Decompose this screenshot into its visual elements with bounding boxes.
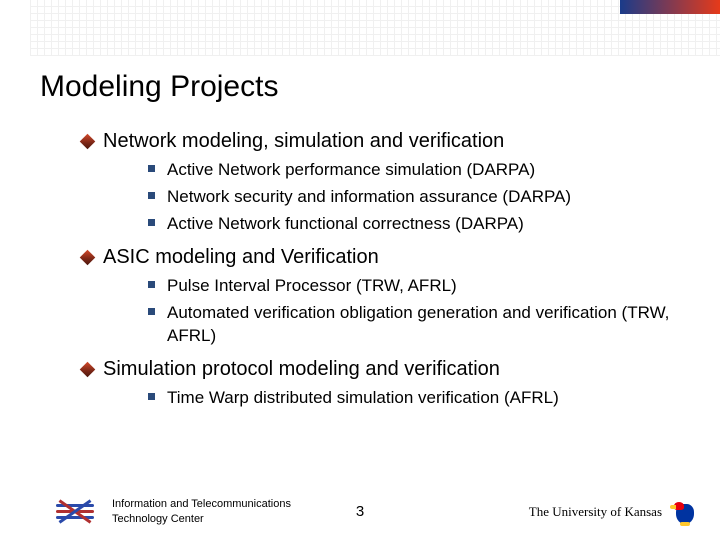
page-number: 3: [356, 503, 364, 520]
square-bullet-icon: [148, 281, 155, 288]
square-bullet-icon: [148, 219, 155, 226]
section-heading: Network modeling, simulation and verific…: [82, 130, 680, 153]
section-heading-text: Simulation protocol modeling and verific…: [103, 358, 500, 381]
list-item: Pulse Interval Processor (TRW, AFRL): [148, 275, 680, 298]
square-bullet-icon: [148, 192, 155, 199]
square-bullet-icon: [148, 393, 155, 400]
section-heading-text: ASIC modeling and Verification: [103, 246, 379, 269]
list-item-text: Active Network functional correctness (D…: [167, 213, 524, 236]
footer-org-line1: Information and Telecommunications: [112, 498, 291, 510]
list-item: Automated verification obligation genera…: [148, 302, 680, 348]
diamond-bullet-icon: [80, 361, 96, 377]
list-item-text: Automated verification obligation genera…: [167, 302, 680, 348]
header-grid-band: [30, 0, 720, 56]
square-bullet-icon: [148, 308, 155, 315]
header-accent-bar: [620, 0, 720, 14]
itc-logo-icon: [52, 499, 98, 525]
footer-university: The University of Kansas: [529, 504, 662, 520]
slide-footer: Information and Telecommunications Techn…: [0, 497, 720, 526]
jayhawk-logo-icon: [672, 502, 698, 528]
list-item-text: Time Warp distributed simulation verific…: [167, 387, 559, 410]
list-item: Active Network performance simulation (D…: [148, 159, 680, 182]
slide-content: Modeling Projects Network modeling, simu…: [48, 70, 680, 414]
section-heading-text: Network modeling, simulation and verific…: [103, 130, 504, 153]
square-bullet-icon: [148, 165, 155, 172]
diamond-bullet-icon: [80, 134, 96, 150]
list-item-text: Active Network performance simulation (D…: [167, 159, 535, 182]
list-item: Time Warp distributed simulation verific…: [148, 387, 680, 410]
section-heading: Simulation protocol modeling and verific…: [82, 358, 680, 381]
section-heading: ASIC modeling and Verification: [82, 246, 680, 269]
list-item-text: Pulse Interval Processor (TRW, AFRL): [167, 275, 457, 298]
list-item: Active Network functional correctness (D…: [148, 213, 680, 236]
diamond-bullet-icon: [80, 250, 96, 266]
list-item: Network security and information assuran…: [148, 186, 680, 209]
footer-org-line2: Technology Center: [112, 513, 204, 525]
footer-org-name: Information and Telecommunications Techn…: [112, 497, 342, 526]
slide-title: Modeling Projects: [40, 70, 680, 104]
list-item-text: Network security and information assuran…: [167, 186, 571, 209]
